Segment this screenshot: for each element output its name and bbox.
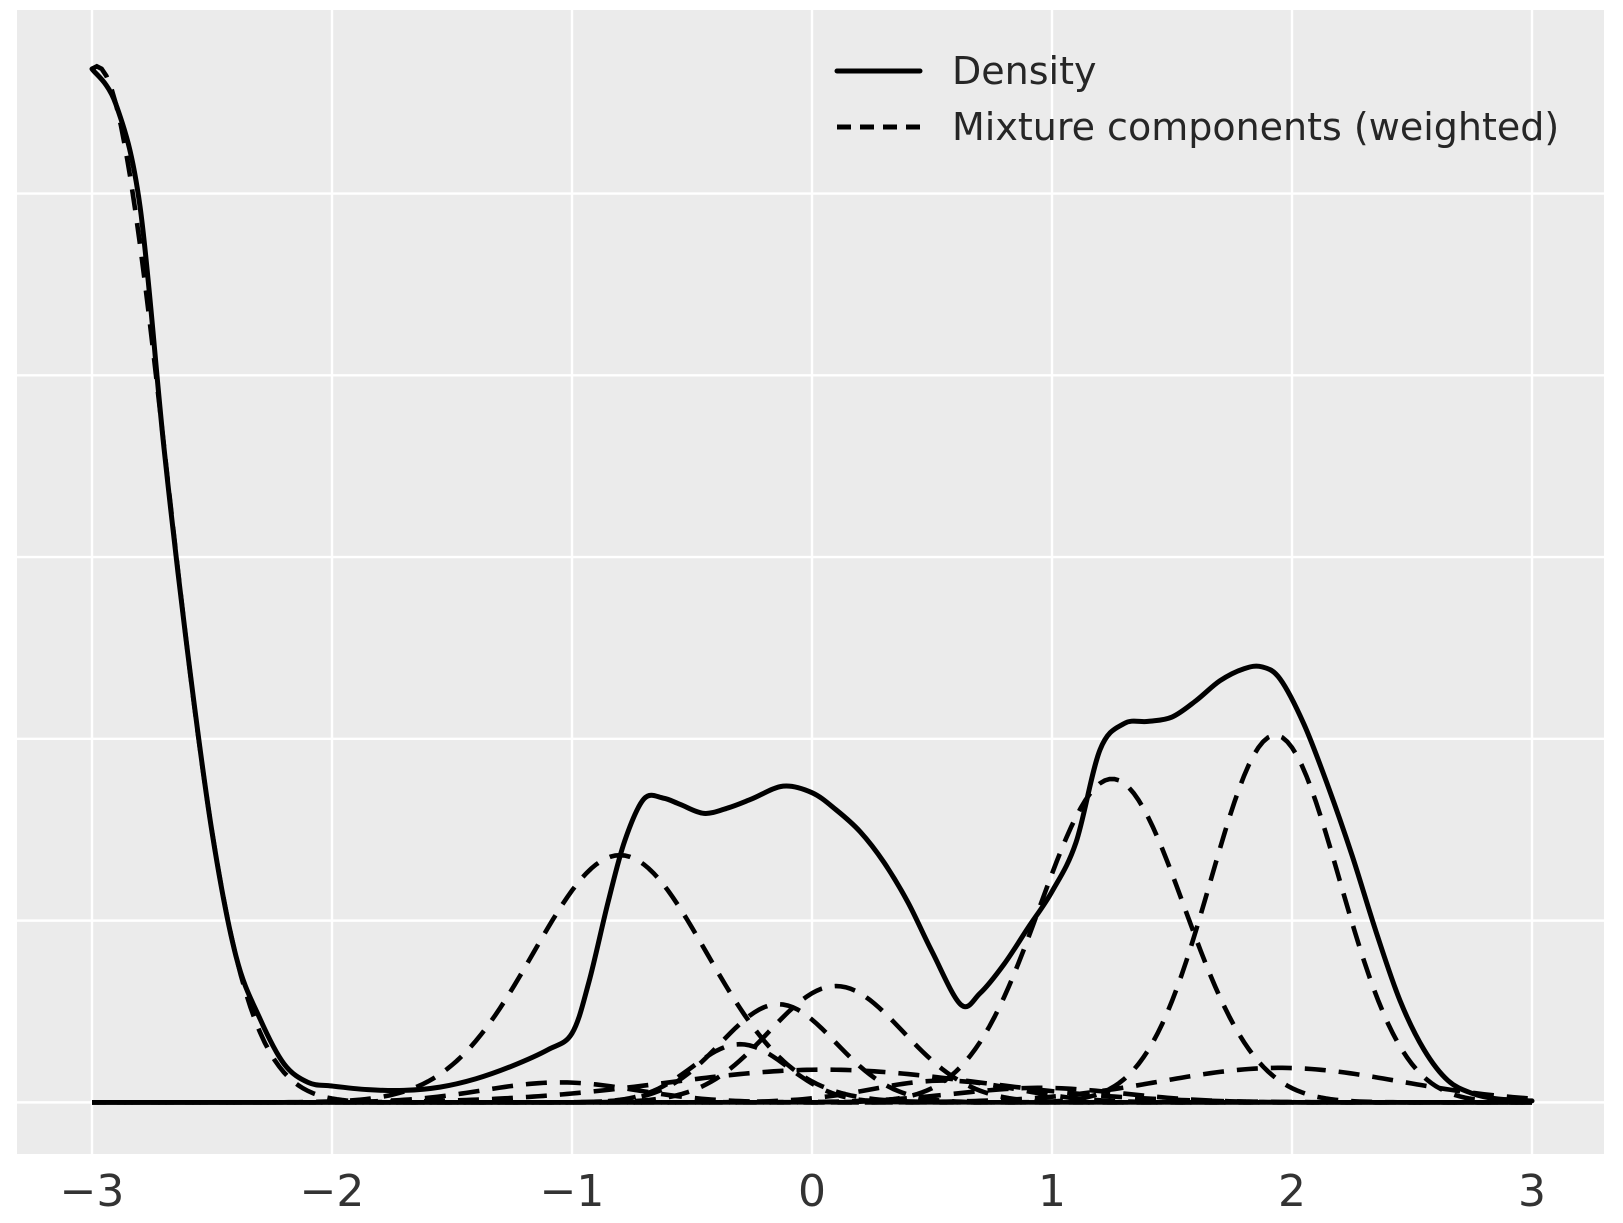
mixture-component-curve: [92, 1001, 1532, 1105]
tick-label-layer: −3 −2 −1 0 1 2 3: [60, 1166, 1546, 1217]
x-tick-label: 3: [1518, 1166, 1546, 1217]
plot-background-layer: [17, 10, 1604, 1154]
mixture-component-curve: [92, 1065, 1533, 1105]
x-tick-label: 1: [1038, 1166, 1066, 1217]
curve-layer: [89, 63, 1535, 1105]
plot-area: [17, 10, 1604, 1154]
x-tick-label: −1: [540, 1166, 605, 1217]
x-tick-label: −3: [60, 1166, 125, 1217]
mixture-component-curve: [92, 1041, 1532, 1105]
gridline-layer: [17, 10, 1604, 1154]
x-tick-label: 2: [1278, 1166, 1306, 1217]
legend-mixture-label: Mixture components (weighted): [952, 105, 1559, 149]
x-tick-label: −2: [300, 1166, 365, 1217]
legend-layer: Density Mixture components (weighted): [834, 49, 1559, 149]
legend-density-label: Density: [952, 49, 1096, 93]
x-tick-label: 0: [798, 1166, 826, 1217]
density-curve: [89, 66, 1535, 1104]
